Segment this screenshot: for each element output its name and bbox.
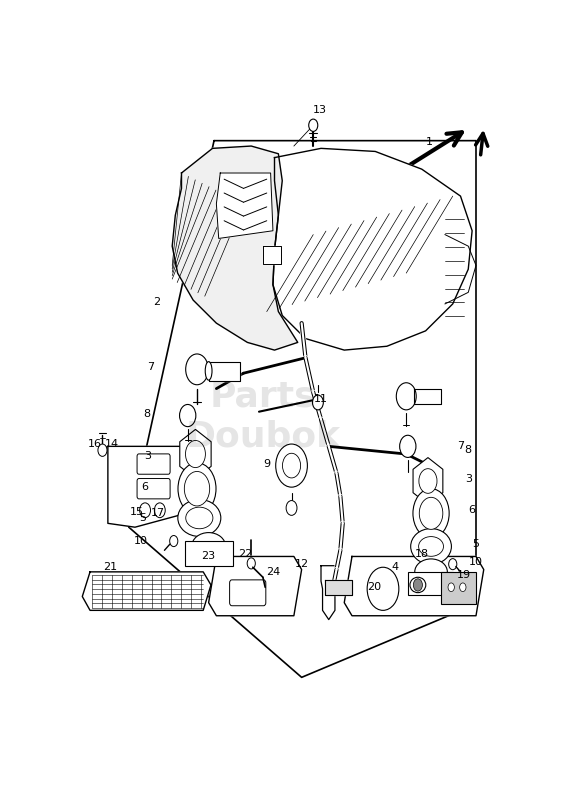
Circle shape (247, 558, 255, 569)
Circle shape (397, 382, 416, 410)
Text: 8: 8 (143, 409, 150, 419)
Text: 10: 10 (134, 536, 148, 546)
Text: 22: 22 (238, 549, 252, 559)
Text: 20: 20 (367, 582, 381, 592)
Ellipse shape (205, 362, 212, 380)
Circle shape (154, 503, 165, 518)
Circle shape (448, 583, 454, 591)
Text: 13: 13 (312, 105, 326, 115)
Polygon shape (321, 566, 335, 619)
Circle shape (170, 535, 178, 546)
Circle shape (286, 501, 297, 515)
Polygon shape (82, 572, 211, 610)
Polygon shape (344, 557, 484, 616)
Text: 5: 5 (139, 513, 146, 523)
Circle shape (419, 469, 437, 494)
Text: 11: 11 (314, 394, 328, 404)
Text: 18: 18 (415, 549, 429, 559)
Ellipse shape (411, 529, 451, 564)
Circle shape (309, 119, 318, 131)
Circle shape (399, 435, 416, 458)
Text: 1: 1 (426, 137, 433, 147)
FancyBboxPatch shape (137, 478, 170, 499)
Text: 14: 14 (105, 439, 119, 449)
Ellipse shape (186, 507, 213, 529)
Text: 8: 8 (465, 445, 472, 455)
Circle shape (460, 583, 466, 591)
Polygon shape (263, 246, 281, 264)
Ellipse shape (178, 499, 221, 537)
Text: 6: 6 (468, 506, 475, 515)
Text: 16: 16 (88, 439, 102, 449)
Text: 24: 24 (266, 567, 280, 577)
Circle shape (419, 498, 443, 530)
Text: 10: 10 (469, 557, 483, 567)
Circle shape (185, 471, 210, 506)
Circle shape (178, 463, 216, 514)
Polygon shape (108, 446, 208, 527)
Text: 7: 7 (147, 362, 154, 372)
Text: 3: 3 (465, 474, 472, 485)
Polygon shape (208, 557, 301, 616)
Circle shape (413, 489, 449, 538)
Polygon shape (208, 362, 239, 381)
Circle shape (179, 405, 196, 426)
Circle shape (283, 454, 301, 478)
Circle shape (367, 567, 399, 610)
Text: 7: 7 (457, 442, 464, 451)
Text: 23: 23 (201, 551, 215, 562)
Circle shape (276, 444, 307, 487)
Text: 17: 17 (151, 508, 165, 518)
Circle shape (186, 441, 206, 468)
Text: 9: 9 (263, 459, 270, 469)
FancyBboxPatch shape (230, 580, 266, 606)
Ellipse shape (410, 578, 426, 593)
Circle shape (413, 578, 422, 591)
Text: 6: 6 (141, 482, 148, 492)
Text: 21: 21 (103, 562, 117, 572)
Text: 4: 4 (391, 562, 398, 572)
Text: 15: 15 (130, 507, 144, 517)
Polygon shape (325, 579, 352, 595)
Ellipse shape (192, 533, 225, 560)
Text: 3: 3 (145, 451, 152, 462)
Text: Parts
Doubok: Parts Doubok (186, 380, 340, 453)
Polygon shape (172, 146, 298, 350)
Text: 12: 12 (294, 559, 309, 569)
Bar (185, 541, 233, 566)
Circle shape (186, 354, 208, 385)
Ellipse shape (415, 559, 447, 585)
Circle shape (140, 503, 151, 518)
Circle shape (98, 444, 107, 456)
Text: 19: 19 (457, 570, 471, 580)
Ellipse shape (419, 537, 443, 556)
Circle shape (449, 558, 457, 570)
Polygon shape (273, 148, 472, 350)
Polygon shape (217, 173, 273, 238)
Circle shape (312, 395, 324, 410)
Text: 2: 2 (153, 298, 160, 307)
Polygon shape (414, 389, 441, 404)
FancyBboxPatch shape (137, 454, 170, 474)
Text: 5: 5 (472, 539, 479, 549)
Bar (441, 572, 476, 604)
Bar (408, 571, 453, 595)
